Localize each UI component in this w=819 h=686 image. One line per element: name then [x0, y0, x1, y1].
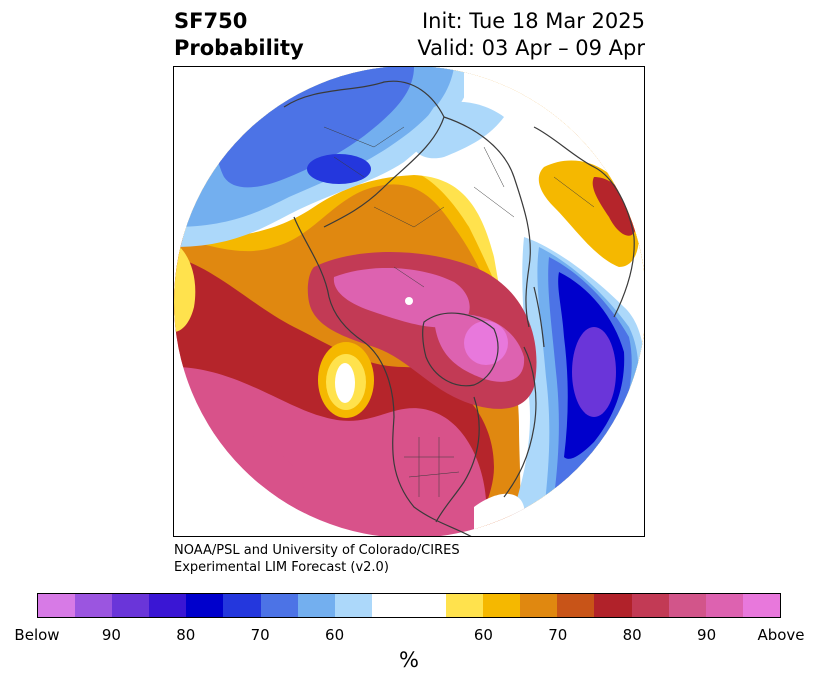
- forecast-dates: Init: Tue 18 Mar 2025 Valid: 03 Apr – 09…: [417, 8, 645, 62]
- coast-europe: [283, 80, 445, 228]
- colorbar-segment: [223, 594, 261, 617]
- coast-asia: [443, 116, 531, 328]
- field-indigo-east: [572, 327, 616, 417]
- colorbar-segment: [297, 594, 335, 617]
- colorbar-tick-label: Above: [757, 626, 805, 644]
- colorbar: [37, 593, 781, 618]
- field-magenta-east: [464, 321, 508, 365]
- coastlines: [283, 80, 635, 536]
- colorbar-segment: [334, 594, 372, 617]
- colorbar-segment: [149, 594, 187, 617]
- colorbar-segment: [705, 594, 743, 617]
- colorbar-tick-label: 70: [250, 626, 270, 644]
- colorbar-segment: [557, 594, 595, 617]
- field-royal-blue-nw: [307, 154, 371, 184]
- colorbar-segment: [371, 594, 409, 617]
- colorbar-segment: [38, 594, 76, 617]
- map-title: SF750 Probability: [174, 8, 304, 62]
- colorbar-tick-label: 90: [697, 626, 717, 644]
- colorbar-segment: [742, 594, 780, 617]
- colorbar-segment: [75, 594, 113, 617]
- coast-north-america: [363, 341, 472, 536]
- colorbar-segment: [186, 594, 224, 617]
- credit-line2: Experimental LIM Forecast (v2.0): [174, 560, 389, 575]
- coast-asia-east: [533, 126, 635, 318]
- coast-us-east: [435, 396, 480, 523]
- field-light-blue-north: [413, 101, 504, 159]
- credit-line1: NOAA/PSL and University of Colorado/CIRE…: [174, 543, 460, 558]
- colorbar-segment: [408, 594, 447, 617]
- valid-range: Valid: 03 Apr – 09 Apr: [417, 36, 645, 60]
- colorbar-segment: [483, 594, 521, 617]
- colorbar-segment: [260, 594, 298, 617]
- credit-text: NOAA/PSL and University of Colorado/CIRE…: [174, 542, 460, 576]
- field-pink-center: [333, 267, 470, 328]
- colorbar-segment: [520, 594, 558, 617]
- colorbar-tick-label: 90: [101, 626, 121, 644]
- colorbar-tick-label: 60: [473, 626, 493, 644]
- title-variable: SF750: [174, 9, 248, 33]
- coast-africa: [293, 216, 365, 343]
- colorbar-tick-label: 70: [548, 626, 568, 644]
- coast-greenland: [422, 312, 499, 387]
- field-pink-us: [384, 432, 463, 492]
- colorbar-tick-label: Below: [14, 626, 60, 644]
- polar-map: [174, 67, 644, 536]
- map-panel: [173, 66, 645, 537]
- north-pole-marker: [405, 297, 413, 305]
- border-lines: [323, 126, 595, 497]
- borders: [323, 126, 595, 497]
- colorbar-unit: %: [399, 648, 419, 672]
- colorbar-segment: [446, 594, 484, 617]
- field-yellow-west: [174, 242, 196, 332]
- colorbar-segment: [668, 594, 706, 617]
- field-white-westcoast: [335, 363, 355, 403]
- init-date: Init: Tue 18 Mar 2025: [421, 9, 645, 33]
- colorbar-segment: [594, 594, 632, 617]
- coast-japan: [533, 286, 545, 348]
- colorbar-tick-label: 80: [622, 626, 642, 644]
- title-metric: Probability: [174, 36, 304, 60]
- colorbar-segment: [112, 594, 150, 617]
- colorbar-tick-label: 80: [176, 626, 196, 644]
- colorbar-tick-label: 60: [325, 626, 345, 644]
- coast-alaska: [503, 346, 537, 498]
- colorbar-segment: [631, 594, 669, 617]
- field-red-ne: [592, 177, 636, 236]
